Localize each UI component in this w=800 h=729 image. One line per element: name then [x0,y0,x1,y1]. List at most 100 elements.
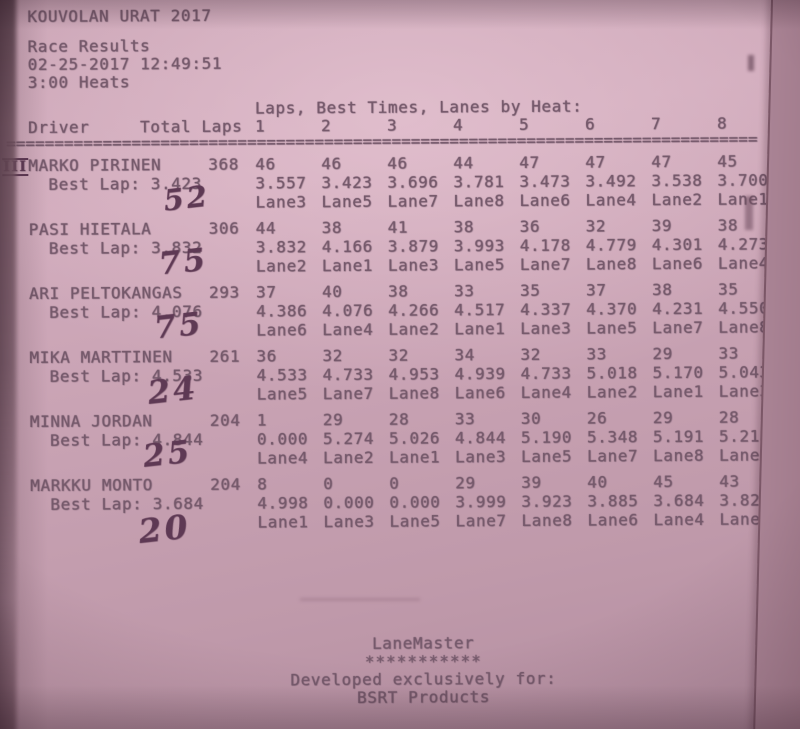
heat-time: 4.337 [520,299,572,320]
heat-laps: 29 [455,473,476,493]
handwritten-score: 52 [161,178,212,218]
report-footer: LaneMaster *********** Developed exclusi… [43,632,800,709]
heat-time: 5.026 [388,428,441,448]
driver-total-laps: 306 [208,218,240,238]
heat-time: 3.999 [455,492,507,512]
heat-laps: 38 [321,218,343,238]
heat-laps: 35 [519,280,541,301]
best-lap-label: Best Lap: [49,302,142,322]
heat-time: 4.998 [257,493,309,513]
heat-time: 3.492 [585,171,637,191]
heat-lane: Lane2 [651,189,703,210]
heat-time: 4.733 [520,363,572,384]
driver-name: MARKKU MONTO [30,475,154,496]
heat-time: 5.018 [586,363,638,383]
heat-lane: Lane4 [257,448,309,468]
driver-name: PASI HIETALA [28,219,152,240]
heat-time: 4.301 [651,234,704,255]
heat-lane: Lane6 [454,383,506,403]
heat-lane: Lane7 [387,191,439,211]
heat-laps: 32 [388,345,409,365]
heat-laps: 46 [321,154,342,174]
heat-lane: Lane3 [455,447,507,467]
heat-laps: 44 [453,153,474,173]
driver-name: ARI PELTOKANGAS [29,283,183,304]
heat-laps: 0 [389,473,400,493]
heat-lane: Lane8 [653,445,705,466]
heat-laps: 34 [454,345,475,365]
heat-time: 3.885 [587,491,639,511]
heat-lane: Lane6 [256,320,308,340]
heat-time: 5.191 [652,426,705,447]
heat-lane: Lane8 [585,254,638,274]
heat-time: 4.733 [322,364,374,385]
driver-total-laps: 293 [208,282,240,302]
heat-laps: 46 [387,153,408,173]
heat-time: 3.832 [255,237,308,257]
handwritten-score: 25 [141,433,195,475]
heat-laps: 37 [255,282,277,302]
heat-lane: Lane5 [453,255,506,275]
heat-laps: 39 [651,216,673,236]
heat-time: 4.386 [256,301,308,321]
best-lap: Best Lap: 3.423 [28,174,255,195]
driver-row: MIKA MARTTINEN 261 36 32 32 34 32 33 29 33 Best… [29,344,789,412]
heat-laps: 45 [653,472,674,492]
heat-laps: 28 [388,409,410,429]
heat-lane: Lane4 [653,509,705,530]
heat-laps: 39 [521,472,542,493]
heat-time: 4.266 [388,300,440,320]
heat-laps: 38 [651,280,673,300]
heat-lane: Lane7 [652,317,704,338]
heat-lane: Lane1 [454,319,506,339]
heat-laps: 33 [454,409,476,429]
heat-time: 3.684 [653,490,705,511]
heat-lane: Lane5 [389,511,441,531]
ink-smudge [748,55,754,71]
heat-lane: Lane3 [255,192,307,212]
heat-lane: Lane7 [587,446,639,466]
heat-laps: 33 [453,281,475,301]
driver-total-laps: 204 [209,410,241,430]
heat-lane: Lane6 [651,253,704,274]
heat-time: 4.939 [454,364,506,384]
heat-laps: 1 [256,410,268,430]
paper-crease [300,598,420,601]
best-lap-label: Best Lap: [48,174,141,194]
page-title: KOUVOLAN URAT 2017 [27,5,212,27]
heat-laps: 38 [387,281,409,301]
heat-lane: Lane5 [586,318,638,338]
heat-laps: 36 [519,216,541,237]
heat-time: 4.844 [454,428,507,448]
handwritten-score: 24 [145,368,201,412]
heat-laps: 29 [652,408,674,428]
heat-lane: Lane1 [321,255,374,276]
heat-laps: 44 [255,218,277,238]
heat-laps: 32 [520,344,541,365]
heat-time: 4.517 [454,300,506,320]
heat-laps: 33 [586,344,607,364]
heat-laps: 32 [585,216,607,236]
driver-total-laps: 204 [210,474,241,494]
heat-lane: Lane5 [256,384,308,404]
heat-time: 3.923 [521,491,573,512]
driver-name: MARKO PIRINEN [28,155,162,176]
driver-total-laps: 261 [209,346,241,366]
heat-lane: Lane8 [453,191,505,211]
heat-lane: Lane7 [455,511,507,531]
heat-laps: 36 [256,346,277,366]
best-lap: Best Lap: 3.832 [29,238,256,259]
footer-brand-name: BSRT Products [356,687,491,708]
heat-lane: Lane3 [387,255,440,275]
table-group-header: Laps, Best Times, Lanes by Heat: [254,96,583,118]
report-subtitle: Race Results [27,36,151,57]
heat-time: 4.076 [322,300,374,321]
heat-lane: Lane3 [520,318,572,339]
heat-laps: 32 [322,346,343,366]
heat-laps: 8 [257,474,268,494]
heat-laps: 46 [255,154,276,174]
heat-laps: 47 [585,152,606,172]
heat-lane: Lane4 [322,319,374,340]
